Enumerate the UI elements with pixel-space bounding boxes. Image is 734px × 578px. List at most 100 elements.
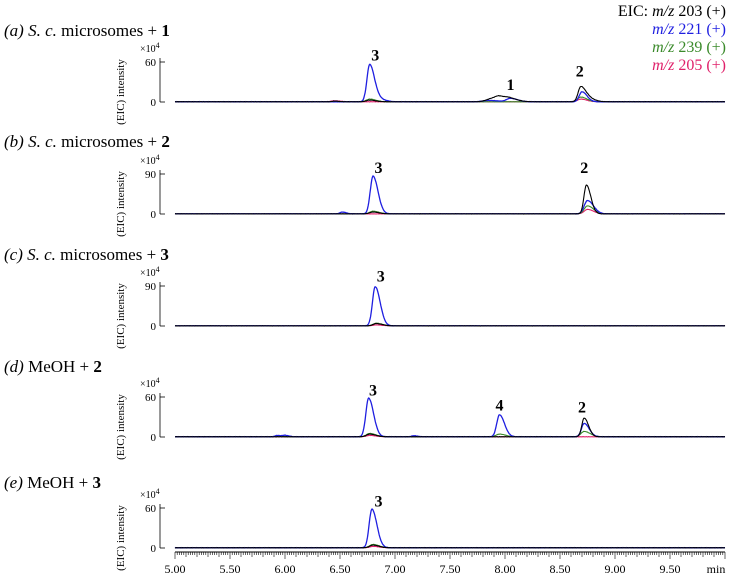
trace-mz-221 [174, 175, 725, 215]
legend-mz-value: 221 [674, 21, 706, 38]
panel-title: (a) S. c. microsomes + 1 [4, 21, 170, 40]
trace-mz-221 [175, 63, 726, 103]
legend-polarity: (+) [706, 39, 726, 56]
y-multiplier-exp: 4 [156, 376, 160, 385]
panel-title: (c) S. c. microsomes + 3 [4, 245, 169, 264]
y-multiplier-base: ×10 [140, 268, 156, 279]
y-axis-label: (EIC) intensity [115, 283, 127, 349]
panel-title-text: MeOH + [27, 473, 92, 492]
panel-e: (e) MeOH + 3 (EIC) intensity ×104 60 0 3 [4, 473, 726, 571]
legend-entry: m/z 221 (+) [652, 21, 726, 38]
panel-compound: 1 [161, 21, 170, 40]
y-tick-label: 60 [145, 392, 157, 404]
panel-tag: (c) [4, 245, 23, 264]
trace-mz-203 [174, 85, 725, 103]
trace-mz-221 [174, 286, 725, 327]
y-multiplier-base: ×10 [140, 156, 156, 167]
legend-entry: m/z 205 (+) [652, 57, 726, 74]
panel-title: (e) MeOH + 3 [4, 473, 101, 492]
panel-title-text: microsomes + [61, 132, 161, 151]
y-multiplier-exp: 4 [156, 153, 160, 162]
peak-label-1: 1 [507, 77, 515, 94]
x-tick-label: 9.00 [605, 562, 626, 576]
legend-mz-value: 239 [674, 39, 706, 56]
legend-mz-label: m/z [652, 21, 675, 38]
trace-mz-221 [174, 508, 725, 549]
y-tick-label: 0 [151, 321, 157, 333]
y-multiplier: ×104 [140, 265, 160, 279]
peak-label-2: 2 [580, 160, 588, 177]
y-tick-label: 60 [145, 57, 157, 69]
trace-mz-203 [175, 417, 726, 438]
y-tick-label: 60 [145, 503, 157, 515]
panel-d: (d) MeOH + 2 (EIC) intensity ×104 60 0 3 4 2 [4, 357, 726, 460]
panel-title-text: microsomes + [60, 245, 160, 264]
legend: EIC: m/z 203 (+)m/z 221 (+)m/z 239 (+)m/… [618, 3, 726, 74]
panel-tag: (e) [4, 473, 23, 492]
y-tick-label: 0 [151, 432, 157, 444]
y-tick-label: 0 [151, 209, 157, 221]
y-axis-label: (EIC) intensity [115, 59, 127, 125]
panel-compound: 2 [161, 132, 170, 151]
panel-compound: 3 [160, 245, 169, 264]
x-tick-label: 7.00 [385, 562, 406, 576]
y-axis-label: (EIC) intensity [115, 505, 127, 571]
panel-organism: S. c. [28, 132, 61, 151]
y-multiplier-base: ×10 [140, 490, 156, 501]
y-multiplier: ×104 [140, 376, 160, 390]
panel-compound: 2 [93, 357, 102, 376]
trace-mz-203 [174, 184, 725, 215]
panel-organism: S. c. [27, 245, 60, 264]
legend-entry: EIC: m/z 203 (+) [618, 3, 726, 20]
panel-title: (d) MeOH + 2 [4, 357, 102, 376]
x-tick-label: 8.50 [550, 562, 571, 576]
y-multiplier-base: ×10 [140, 44, 156, 55]
panel-organism: S. c. [28, 21, 61, 40]
trace-mz-239 [175, 430, 726, 438]
panel-c: (c) S. c. microsomes + 3 (EIC) intensity ×… [4, 245, 726, 349]
y-multiplier-exp: 4 [156, 265, 160, 274]
legend-prefix: EIC: [618, 3, 652, 20]
panel-title-text: microsomes + [61, 21, 161, 40]
peak-label-3: 3 [369, 383, 377, 400]
y-tick-label: 0 [151, 543, 157, 555]
peak-label-3: 3 [371, 48, 379, 65]
y-tick-label: 90 [145, 281, 157, 293]
x-tick-label: 5.00 [165, 562, 186, 576]
y-axis-label: (EIC) intensity [115, 171, 127, 237]
x-axis-label: min [707, 562, 726, 576]
legend-mz-value: 205 [674, 57, 706, 74]
legend-mz-label: m/z [652, 39, 675, 56]
panel-b: (b) S. c. microsomes + 2 (EIC) intensity ×… [4, 132, 726, 237]
x-tick-label: 7.50 [440, 562, 461, 576]
peak-label-3: 3 [377, 269, 385, 286]
x-tick-label: 6.00 [275, 562, 296, 576]
trace-mz-203 [174, 544, 725, 549]
y-axis-label: (EIC) intensity [115, 394, 127, 460]
x-axis: 5.00 5.50 6.00 6.50 7.00 7.50 8.00 8.50 9.00 9.50… [165, 551, 726, 576]
trace-mz-203 [175, 323, 726, 327]
chromatogram-panels: (a) S. c. microsomes + 1 (EIC) intensity ×… [4, 21, 726, 571]
y-multiplier: ×104 [140, 153, 160, 167]
legend-polarity: (+) [706, 3, 726, 20]
peak-label-3: 3 [375, 494, 383, 511]
trace-mz-239 [174, 205, 726, 215]
legend-mz-label: m/z [652, 3, 675, 20]
y-multiplier-exp: 4 [156, 41, 160, 50]
y-multiplier: ×104 [140, 41, 160, 55]
panel-tag: (b) [4, 132, 24, 151]
x-tick-label: 9.50 [660, 562, 681, 576]
legend-polarity: (+) [706, 57, 726, 74]
y-multiplier-exp: 4 [156, 487, 160, 496]
x-tick-label: 6.50 [330, 562, 351, 576]
peak-label-2: 2 [578, 399, 586, 416]
legend-mz-label: m/z [652, 57, 675, 74]
peak-label-2: 2 [576, 64, 584, 81]
x-tick-label: 8.00 [495, 562, 516, 576]
y-tick-label: 0 [151, 97, 157, 109]
y-multiplier: ×104 [140, 487, 160, 501]
panel-tag: (a) [4, 21, 24, 40]
peak-label-3: 3 [375, 160, 383, 177]
panel-compound: 3 [92, 473, 101, 492]
x-tick-label: 5.50 [220, 562, 241, 576]
